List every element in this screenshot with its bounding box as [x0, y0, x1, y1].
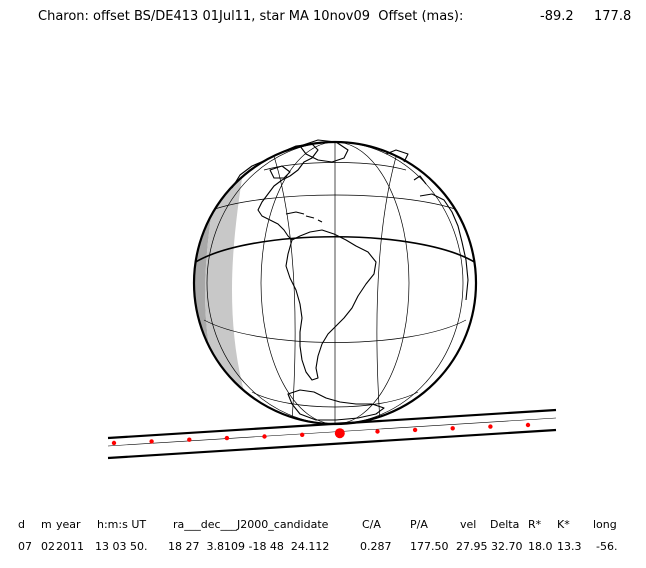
hudson-coast [269, 165, 291, 179]
track-point [300, 432, 305, 437]
header-kstar: K* [557, 518, 570, 531]
equator-line [194, 235, 476, 264]
track-point [450, 426, 455, 431]
header-day: d [18, 518, 25, 531]
value-time: 13 03 50. [95, 540, 148, 553]
south-america-coast [285, 229, 377, 381]
header-delta: Delta [490, 518, 520, 531]
track-point [525, 422, 531, 428]
value-rstar: 18.0 [528, 540, 553, 553]
value-ca: 0.287 [360, 540, 392, 553]
africa-coast [419, 193, 469, 301]
track-point [262, 434, 267, 439]
track-point [375, 429, 380, 434]
value-delta: 32.70 [491, 540, 523, 553]
track-point [224, 435, 230, 441]
offset-ra-value: -89.2 [540, 9, 574, 24]
value-month: 02 [41, 540, 55, 553]
closest-approach-marker [334, 428, 345, 439]
track-point [187, 437, 192, 442]
value-vel: 27.95 [456, 540, 488, 553]
night-zone [205, 142, 250, 420]
value-long: -56. [596, 540, 618, 553]
track-point [149, 439, 154, 444]
value-kstar: 13.3 [557, 540, 582, 553]
header-pa: P/A [410, 518, 428, 531]
globe [192, 139, 478, 426]
track-point [111, 440, 117, 446]
shadow-north-limit [107, 408, 557, 440]
shadow-south-limit [107, 428, 557, 460]
greenland-coast [299, 139, 349, 163]
header-ca: C/A [362, 518, 381, 531]
header-month: m [41, 518, 52, 531]
occultation-map [107, 139, 557, 460]
value-year: 2011 [56, 540, 84, 553]
antarctica-coast [287, 389, 385, 421]
shadow-centerline [107, 417, 557, 447]
header-time: h:m:s UT [97, 518, 147, 531]
header-radec: ra___dec___J2000_candidate [173, 518, 329, 531]
value-day: 07 [18, 540, 32, 553]
title-label: Charon: offset BS/DE413 01Jul11, star MA… [38, 9, 464, 24]
header-year: year [56, 518, 81, 531]
plot-title: Charon: offset BS/DE413 01Jul11, star MA… [0, 9, 646, 29]
header-vel: vel [460, 518, 477, 531]
caribbean-islands [285, 211, 323, 223]
header-rstar: R* [528, 518, 542, 531]
offset-dec-value: 177.8 [594, 9, 632, 24]
track-point [412, 427, 418, 433]
graticule [203, 142, 467, 424]
shadow-track-points [111, 422, 531, 446]
track-point [488, 424, 493, 429]
shadow-path [107, 408, 557, 460]
value-pa: 177.50 [410, 540, 449, 553]
europe-coast [385, 149, 427, 185]
header-long: long [593, 518, 617, 531]
value-radec: 18 27 3.8109 -18 48 24.112 [168, 540, 330, 553]
event-table: d m year h:m:s UT ra___dec___J2000_candi… [0, 515, 646, 559]
